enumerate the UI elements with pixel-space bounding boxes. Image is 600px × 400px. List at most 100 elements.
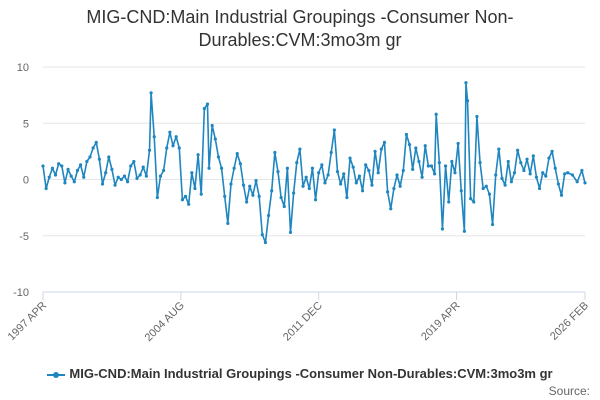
data-point — [519, 161, 523, 165]
data-point — [550, 149, 554, 153]
data-point — [104, 171, 108, 175]
data-point — [285, 166, 289, 170]
data-point — [484, 184, 488, 188]
data-point — [235, 152, 239, 156]
data-point — [57, 162, 61, 166]
data-point — [301, 184, 305, 188]
data-point — [443, 164, 448, 168]
x-tick-label: 1997 APR — [6, 300, 50, 344]
data-point — [537, 186, 542, 191]
data-point — [382, 140, 387, 144]
data-point — [113, 183, 117, 187]
data-point — [107, 155, 111, 159]
data-point — [298, 147, 302, 151]
data-point — [462, 229, 466, 233]
data-point — [553, 166, 557, 170]
data-point — [583, 181, 587, 185]
data-point — [503, 183, 507, 187]
data-point — [165, 146, 169, 150]
data-point — [205, 102, 210, 106]
data-point — [429, 164, 434, 168]
data-point — [490, 222, 495, 227]
data-point — [437, 161, 441, 165]
data-point — [481, 186, 485, 191]
data-point — [223, 194, 227, 198]
data-point — [155, 195, 159, 200]
data-point — [478, 161, 482, 165]
data-point — [162, 168, 166, 173]
data-point — [423, 144, 427, 148]
data-point — [342, 172, 346, 176]
legend-series-label: MIG-CND:Main Industrial Groupings -Consu… — [69, 366, 553, 381]
data-point — [158, 174, 163, 178]
data-point — [522, 168, 526, 173]
data-point — [317, 171, 321, 175]
chart-legend[interactable]: MIG-CND:Main Industrial Groupings -Consu… — [0, 366, 600, 381]
data-point — [213, 137, 217, 141]
data-point — [132, 159, 136, 164]
data-point — [326, 173, 330, 177]
data-point — [232, 166, 236, 170]
source-label: Source: — [548, 384, 590, 398]
data-point — [202, 107, 206, 111]
data-point — [174, 135, 178, 139]
data-point — [91, 146, 95, 150]
data-point — [199, 192, 203, 196]
y-tick-label: 0 — [23, 175, 29, 187]
data-point — [472, 200, 476, 204]
data-point — [241, 183, 246, 187]
data-point — [79, 163, 83, 167]
legend-series-swatch — [47, 370, 66, 380]
data-point — [63, 181, 67, 185]
chart-title-line-2: Durables:CVM:3mo3m gr — [198, 30, 402, 50]
data-point — [180, 198, 185, 202]
data-point — [47, 175, 51, 179]
data-point — [414, 146, 418, 150]
data-point — [219, 166, 224, 170]
data-point — [149, 91, 153, 95]
data-point — [401, 168, 405, 173]
data-point — [459, 189, 463, 193]
chart-title: MIG-CND:Main Industrial Groupings -Consu… — [0, 6, 600, 52]
data-point — [152, 135, 156, 139]
data-point — [119, 177, 123, 182]
data-point — [41, 164, 45, 168]
data-point — [216, 155, 221, 159]
data-point — [541, 171, 545, 175]
data-point — [138, 173, 142, 177]
data-point — [72, 180, 76, 184]
data-point — [254, 179, 258, 183]
data-point — [395, 173, 399, 177]
data-point — [144, 174, 148, 178]
data-point — [360, 189, 365, 193]
data-point — [310, 166, 315, 170]
data-point — [497, 147, 501, 151]
y-tick-label: 10 — [17, 62, 29, 74]
data-point — [534, 175, 539, 179]
data-point — [313, 198, 318, 202]
data-point — [386, 190, 390, 194]
data-point — [193, 186, 197, 191]
data-point — [168, 130, 172, 134]
data-point — [276, 170, 280, 174]
data-point — [279, 195, 283, 200]
data-point — [187, 202, 191, 206]
data-point — [354, 181, 358, 185]
data-point — [525, 157, 529, 161]
x-tick-label: 2026 FEB — [548, 300, 591, 343]
data-point — [229, 182, 233, 186]
data-point — [398, 184, 402, 188]
data-point — [177, 146, 181, 150]
data-point — [196, 153, 200, 157]
data-point — [345, 195, 349, 200]
data-point — [370, 183, 374, 187]
data-point — [364, 163, 368, 167]
data-point — [147, 148, 152, 152]
data-point — [516, 148, 520, 152]
series-line — [42, 81, 586, 244]
data-point — [100, 182, 105, 186]
data-point — [464, 81, 468, 85]
data-point — [129, 164, 133, 168]
data-point — [440, 227, 445, 231]
